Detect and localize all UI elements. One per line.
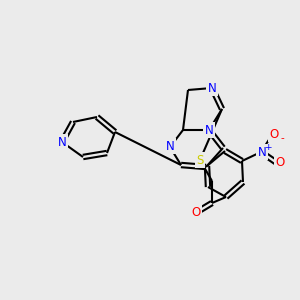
Text: O: O [269, 128, 279, 140]
Text: N: N [258, 146, 266, 158]
Text: +: + [264, 142, 272, 152]
Text: N: N [58, 136, 66, 148]
Text: -: - [280, 133, 284, 143]
Text: O: O [275, 157, 285, 169]
Text: N: N [205, 124, 213, 136]
Text: N: N [208, 82, 216, 94]
Text: N: N [166, 140, 174, 152]
Text: S: S [196, 154, 204, 166]
Text: O: O [191, 206, 201, 218]
